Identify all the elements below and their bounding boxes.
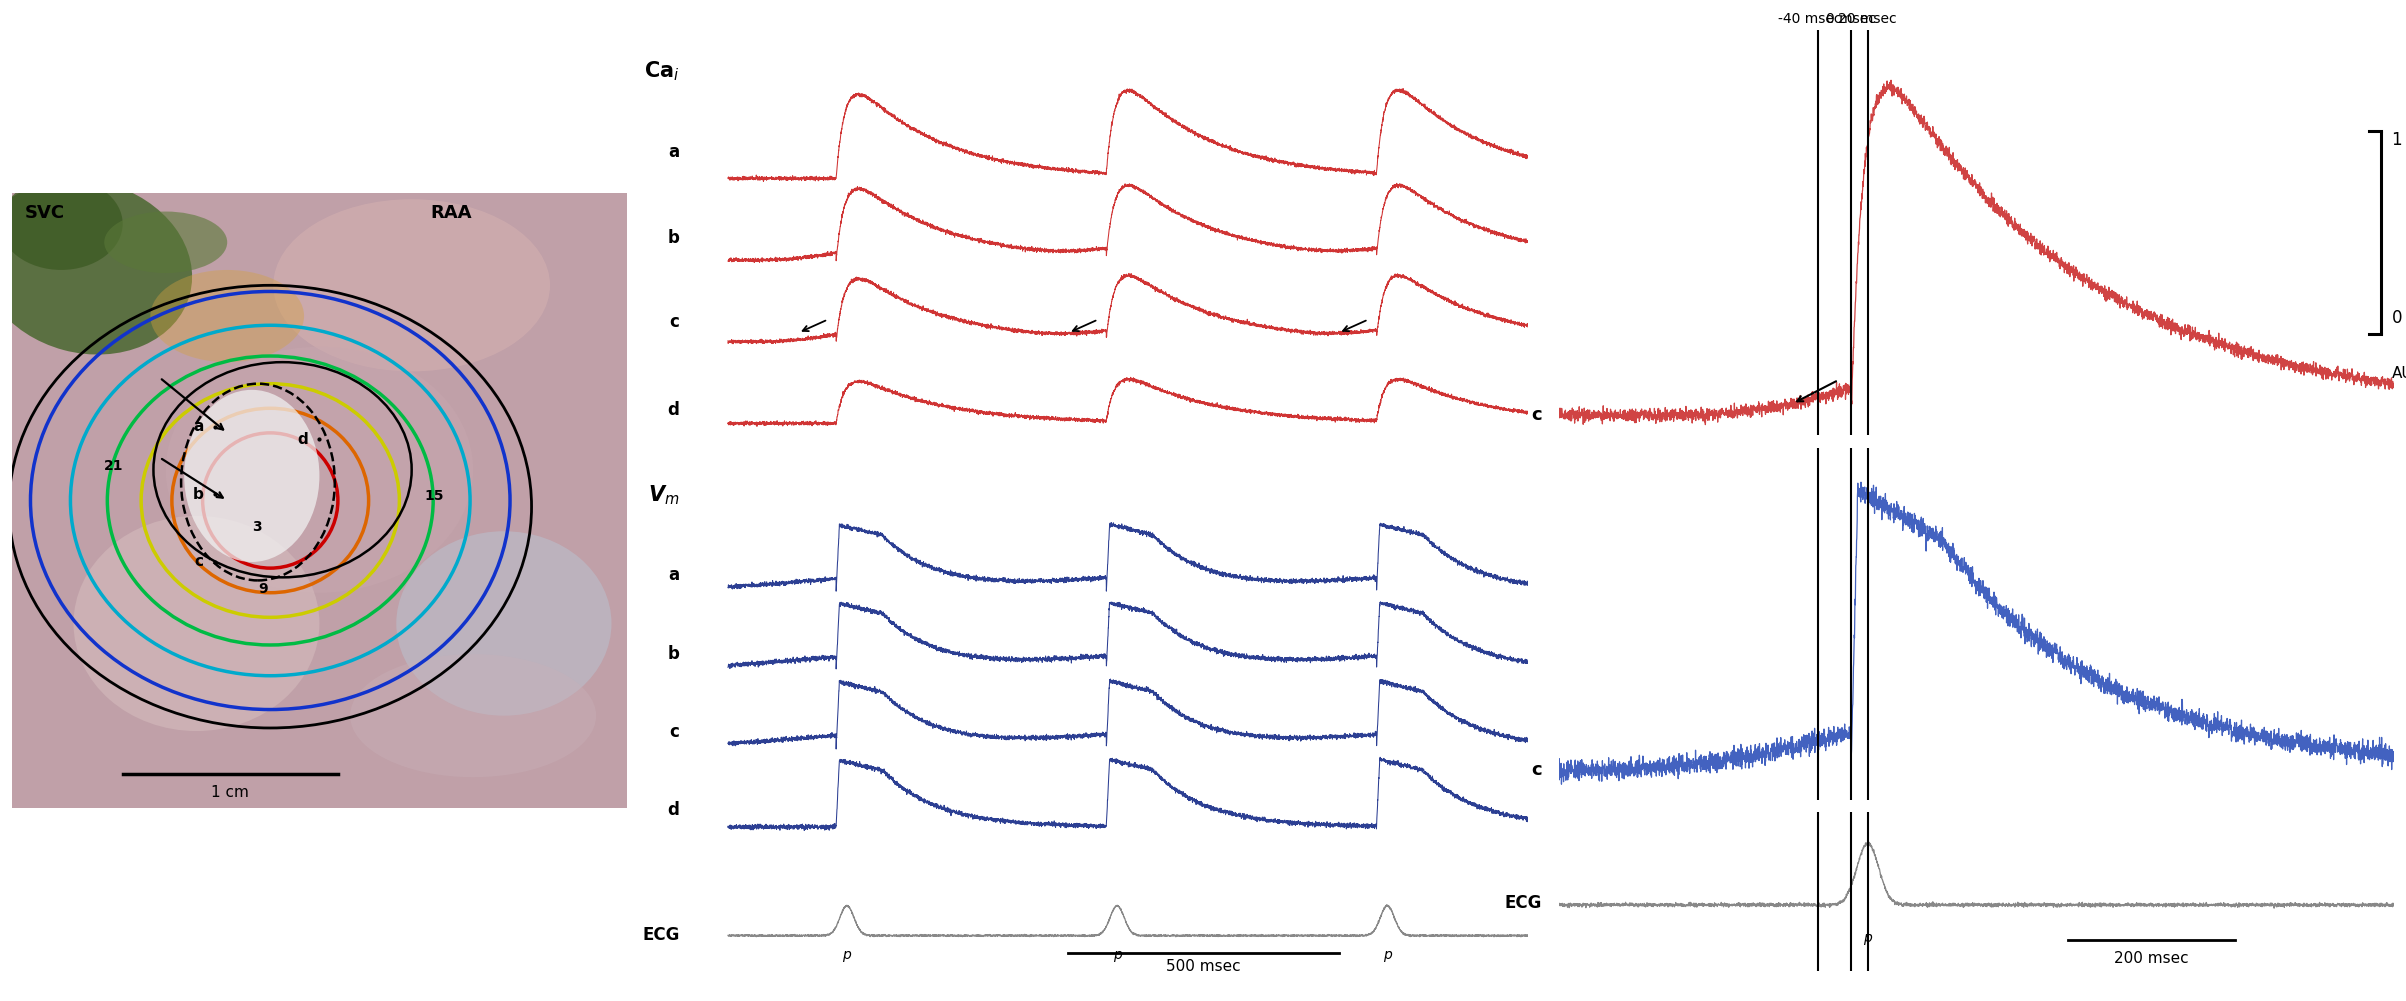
Text: AU: AU [2392, 366, 2406, 381]
Ellipse shape [75, 516, 320, 731]
Text: -40 msec: -40 msec [1778, 12, 1841, 26]
Text: 20 msec: 20 msec [1838, 12, 1896, 26]
Text: 0 msec: 0 msec [1826, 12, 1877, 26]
Text: b: b [192, 486, 205, 502]
Text: p: p [1862, 931, 1872, 945]
Text: 1: 1 [2392, 131, 2401, 149]
Text: p: p [1383, 948, 1391, 962]
Text: V$_m$: V$_m$ [647, 483, 678, 508]
Ellipse shape [274, 199, 551, 371]
Text: a: a [669, 143, 678, 161]
Text: 15: 15 [423, 489, 443, 504]
Text: d: d [298, 431, 308, 446]
Text: 3: 3 [253, 521, 262, 535]
Text: p: p [842, 948, 852, 962]
Text: b: b [666, 229, 678, 247]
Text: p: p [1112, 948, 1121, 962]
Text: ECG: ECG [642, 926, 678, 944]
Ellipse shape [103, 211, 226, 273]
Text: 500 msec: 500 msec [1167, 959, 1241, 974]
Ellipse shape [0, 178, 123, 270]
Text: 9: 9 [257, 582, 267, 596]
Text: c: c [669, 723, 678, 741]
Ellipse shape [397, 532, 611, 716]
Ellipse shape [166, 346, 474, 593]
Text: SVC: SVC [24, 203, 65, 221]
Text: a: a [669, 567, 678, 585]
Text: d: d [666, 401, 678, 419]
Text: 200 msec: 200 msec [2115, 951, 2189, 966]
Text: b: b [666, 645, 678, 663]
Ellipse shape [351, 655, 597, 777]
Text: c: c [669, 313, 678, 331]
Text: Ca$_i$: Ca$_i$ [645, 59, 678, 83]
Ellipse shape [185, 389, 320, 562]
Text: c: c [1530, 761, 1542, 779]
Text: 0: 0 [2392, 309, 2401, 327]
Ellipse shape [149, 270, 303, 362]
Text: 21: 21 [103, 458, 123, 472]
Text: a: a [192, 419, 205, 434]
Text: ECG: ECG [1504, 894, 1542, 912]
Text: c: c [1530, 406, 1542, 424]
Ellipse shape [0, 179, 192, 354]
Text: d: d [666, 801, 678, 819]
Text: 1 cm: 1 cm [212, 785, 250, 800]
Text: RAA: RAA [431, 203, 472, 221]
Text: c: c [195, 555, 205, 570]
